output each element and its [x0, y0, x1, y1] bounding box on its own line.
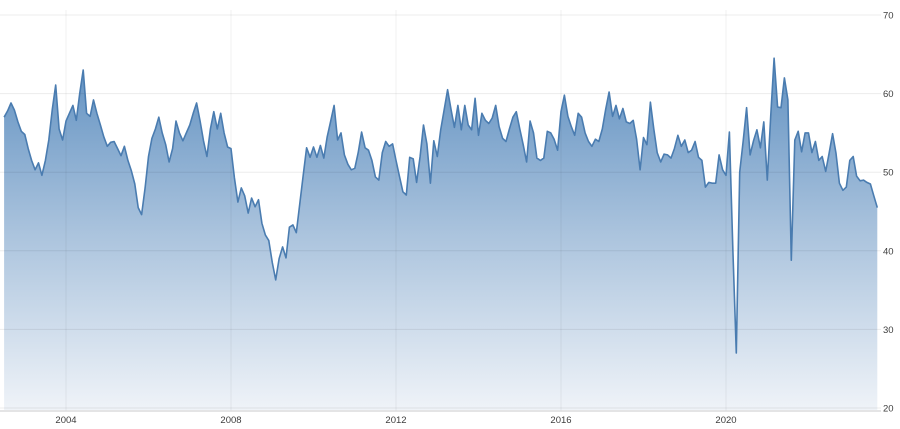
series-line	[3, 57, 879, 354]
y-axis-tick-labels: 70 60 50 40 30 20	[883, 11, 894, 415]
y-axis-label: 30	[883, 325, 894, 336]
x-axis-label: 2020	[715, 415, 736, 426]
vertical-gridlines	[65, 10, 727, 411]
x-axis-label: 2012	[385, 415, 406, 426]
y-axis-label: 20	[883, 404, 894, 415]
series-area-fill	[4, 58, 878, 410]
y-axis-label: 60	[883, 89, 894, 100]
x-axis-tick-labels: 2004 2008 2012 2016 2020	[55, 415, 736, 426]
x-axis-label: 2008	[220, 415, 241, 426]
y-axis-label: 40	[883, 246, 894, 257]
horizontal-gridlines	[0, 14, 881, 409]
x-axis-label: 2016	[550, 415, 571, 426]
y-axis-label: 70	[883, 11, 894, 22]
y-axis-label: 50	[883, 168, 894, 179]
x-axis-label: 2004	[55, 415, 76, 426]
